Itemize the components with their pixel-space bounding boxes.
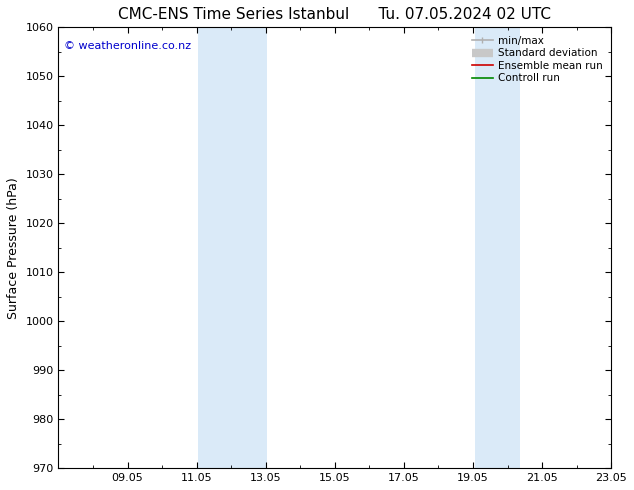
Bar: [475, 27, 520, 468]
Title: CMC-ENS Time Series Istanbul      Tu. 07.05.2024 02 UTC: CMC-ENS Time Series Istanbul Tu. 07.05.2…: [119, 7, 552, 22]
Legend: min/max, Standard deviation, Ensemble mean run, Controll run: min/max, Standard deviation, Ensemble me…: [469, 32, 606, 87]
Bar: [198, 27, 268, 468]
Text: © weatheronline.co.nz: © weatheronline.co.nz: [64, 41, 191, 50]
Y-axis label: Surface Pressure (hPa): Surface Pressure (hPa): [7, 177, 20, 318]
